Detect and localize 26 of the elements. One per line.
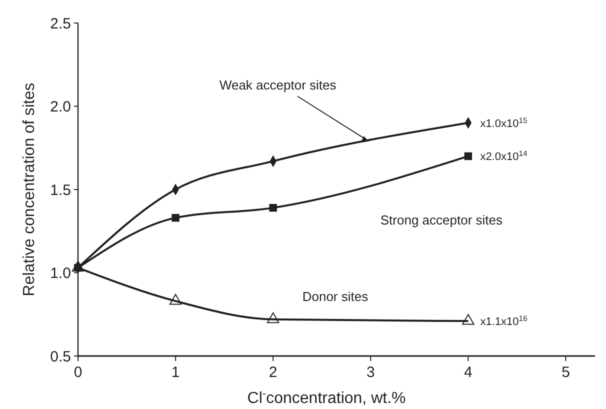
- series-label: Donor sites: [302, 289, 369, 304]
- y-tick-label: 2.0: [50, 98, 71, 116]
- y-tick-label: 1.5: [50, 182, 71, 199]
- point: [172, 214, 180, 222]
- point: [462, 314, 474, 325]
- point: [269, 204, 277, 212]
- y-tick-label: 2.5: [50, 15, 71, 32]
- annotation: x1.1x10$^{16}$: [480, 313, 528, 328]
- x-tick-label: 1: [171, 364, 180, 381]
- annotation: x2.0x10$^{14}$: [480, 148, 528, 164]
- y-axis-title: Relative concentration of sites: [21, 82, 38, 296]
- x-tick-label: 4: [464, 364, 472, 381]
- annotation: x1.0x10$^{15}$: [480, 115, 528, 130]
- y-tick-label: 1.0: [50, 265, 71, 282]
- x-tick-label: 0: [74, 364, 82, 381]
- x-axis-title: Cl$^{-}$concentration, wt.%: [247, 388, 406, 407]
- x-tick-label: 2: [268, 364, 278, 381]
- y-tick-label: 0.5: [50, 348, 71, 366]
- text: Strong acceptor sites: [380, 212, 504, 228]
- text: Weak acceptor sites: [219, 78, 337, 93]
- point: [169, 294, 182, 305]
- point: [72, 260, 84, 272]
- point: [464, 152, 472, 160]
- x-tick-label: 5: [562, 364, 570, 381]
- x-tick-label: 3: [366, 364, 375, 381]
- point: [266, 312, 280, 324]
